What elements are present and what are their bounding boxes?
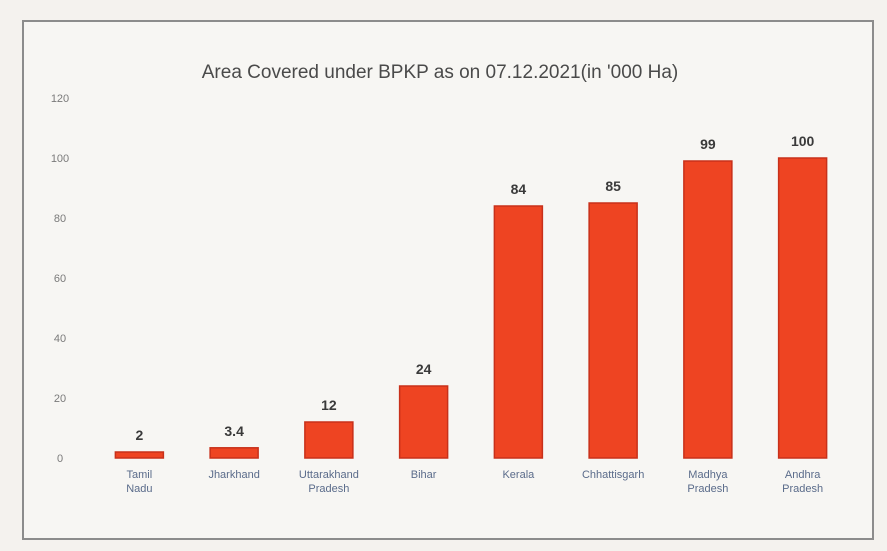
category-label: Jharkhand: [208, 469, 259, 481]
y-axis: 0 20 40 60 80 100 120: [51, 93, 69, 465]
category-label: Andhra Pradesh: [782, 469, 823, 495]
data-label: 100: [791, 133, 815, 149]
bar: [588, 202, 638, 459]
y-tick-label: 20: [54, 393, 66, 405]
chart-title: Area Covered under BPKP as on 07.12.2021…: [202, 62, 678, 83]
data-label: 85: [605, 178, 621, 194]
data-label: 99: [700, 136, 716, 152]
data-label: 24: [416, 361, 432, 377]
category-label: Tamil Nadu: [126, 469, 152, 495]
y-tick-label: 120: [51, 93, 69, 105]
bars: [114, 157, 828, 459]
bar: [209, 447, 259, 459]
bar: [398, 385, 449, 459]
data-label: 12: [321, 397, 337, 413]
bar: [493, 205, 544, 459]
data-label: 3.4: [224, 423, 244, 439]
category-label: Chhattisgarh: [582, 469, 644, 481]
y-tick-label: 60: [54, 273, 66, 285]
y-tick-label: 40: [54, 333, 66, 345]
category-label: Madhya Pradesh: [687, 469, 728, 495]
data-label: 2: [135, 427, 143, 443]
header-strip: [180, 0, 880, 14]
bar: [683, 160, 733, 459]
data-labels: 2 3.4 12 24 84 85 99 100: [135, 133, 814, 443]
y-tick-label: 100: [51, 153, 69, 165]
category-label: Kerala: [502, 469, 535, 481]
bar: [114, 451, 165, 459]
category-label: Bihar: [411, 469, 437, 481]
y-tick-label: 80: [54, 213, 66, 225]
bar: [304, 421, 354, 459]
category-label: Uttarakhand Pradesh: [299, 469, 359, 495]
bar: [777, 157, 828, 459]
y-tick-label: 0: [57, 453, 63, 465]
data-label: 84: [511, 181, 527, 197]
x-axis-labels: Tamil Nadu Jharkhand Uttarakhand Pradesh Biha…: [126, 469, 823, 495]
